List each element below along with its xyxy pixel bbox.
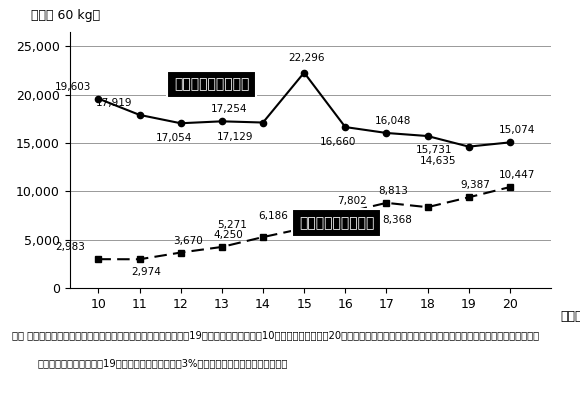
Text: 14,635: 14,635 [420, 156, 456, 166]
Text: 9,387: 9,387 [461, 180, 491, 190]
Text: 7,802: 7,802 [338, 196, 367, 206]
Text: （円／ 60 kg）: （円／ 60 kg） [31, 9, 100, 22]
Text: 16,048: 16,048 [375, 116, 412, 126]
Text: 17,919: 17,919 [96, 98, 133, 108]
Text: 19,603: 19,603 [55, 82, 92, 92]
Text: 10,447: 10,447 [499, 170, 535, 180]
Text: 16,660: 16,660 [320, 136, 357, 146]
Text: 2,983: 2,983 [56, 242, 86, 252]
Text: 2,974: 2,974 [132, 267, 161, 277]
Text: 現在の相対取引価格と年19年の入札価格の関係かを3%程度上回るものとして推計した。: 現在の相対取引価格と年19年の入札価格の関係かを3%程度上回るものとして推計した… [38, 358, 288, 368]
Text: 日本産価格（玄米）: 日本産価格（玄米） [174, 78, 249, 92]
Text: 15,074: 15,074 [499, 126, 535, 136]
Text: 注） 日本産は「玄米」、中国産は「精米」の短粒種の価格。平成19年については日本産は10月現在の数値、平成20年については米価格センターに上場がないため比較可能: 注） 日本産は「玄米」、中国産は「精米」の短粒種の価格。平成19年については日本… [12, 330, 539, 340]
Text: 8,813: 8,813 [378, 186, 408, 196]
Text: 6,186: 6,186 [259, 211, 288, 221]
Text: （年産）: （年産） [561, 310, 580, 323]
Text: 3,670: 3,670 [173, 236, 202, 246]
Text: 17,129: 17,129 [217, 132, 253, 142]
Text: 中国産価格（精米）: 中国産価格（精米） [299, 216, 375, 230]
Text: 8,368: 8,368 [382, 215, 412, 225]
Text: 22,296: 22,296 [289, 53, 325, 63]
Text: 15,731: 15,731 [416, 146, 453, 156]
Text: 5,271: 5,271 [218, 220, 247, 230]
Text: 17,254: 17,254 [211, 104, 247, 114]
Text: 4,250: 4,250 [214, 230, 244, 240]
Text: 17,054: 17,054 [155, 133, 192, 143]
